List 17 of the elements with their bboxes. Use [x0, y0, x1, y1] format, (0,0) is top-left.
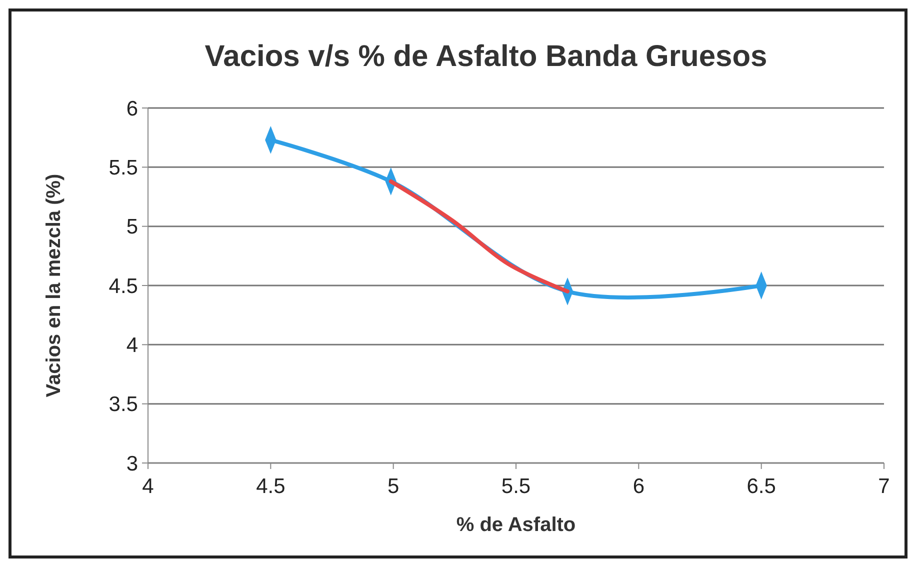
x-tick-label: 4 — [142, 475, 154, 498]
x-tick-label: 6.5 — [746, 475, 776, 498]
y-axis-title: Vacios en la mezcla (%) — [43, 174, 65, 398]
y-tick-label: 6 — [126, 97, 138, 120]
y-tick-label: 4.5 — [108, 274, 138, 298]
x-axis-title: % de Asfalto — [456, 514, 576, 536]
x-tick-label: 6 — [632, 475, 645, 498]
x-tick-label: 7 — [878, 475, 890, 498]
y-tick-label: 3.5 — [108, 393, 138, 416]
y-tick-label: 4 — [126, 334, 138, 358]
x-tick-label: 4.5 — [256, 475, 286, 498]
y-tick-label: 3 — [126, 452, 138, 476]
x-tick-label: 5.5 — [501, 475, 531, 498]
chart-title: Vacios v/s % de Asfalto Banda Gruesos — [204, 40, 768, 73]
x-tick-label: 5 — [387, 475, 400, 498]
y-tick-label: 5.5 — [108, 156, 138, 180]
y-tick-label: 5 — [126, 216, 138, 239]
